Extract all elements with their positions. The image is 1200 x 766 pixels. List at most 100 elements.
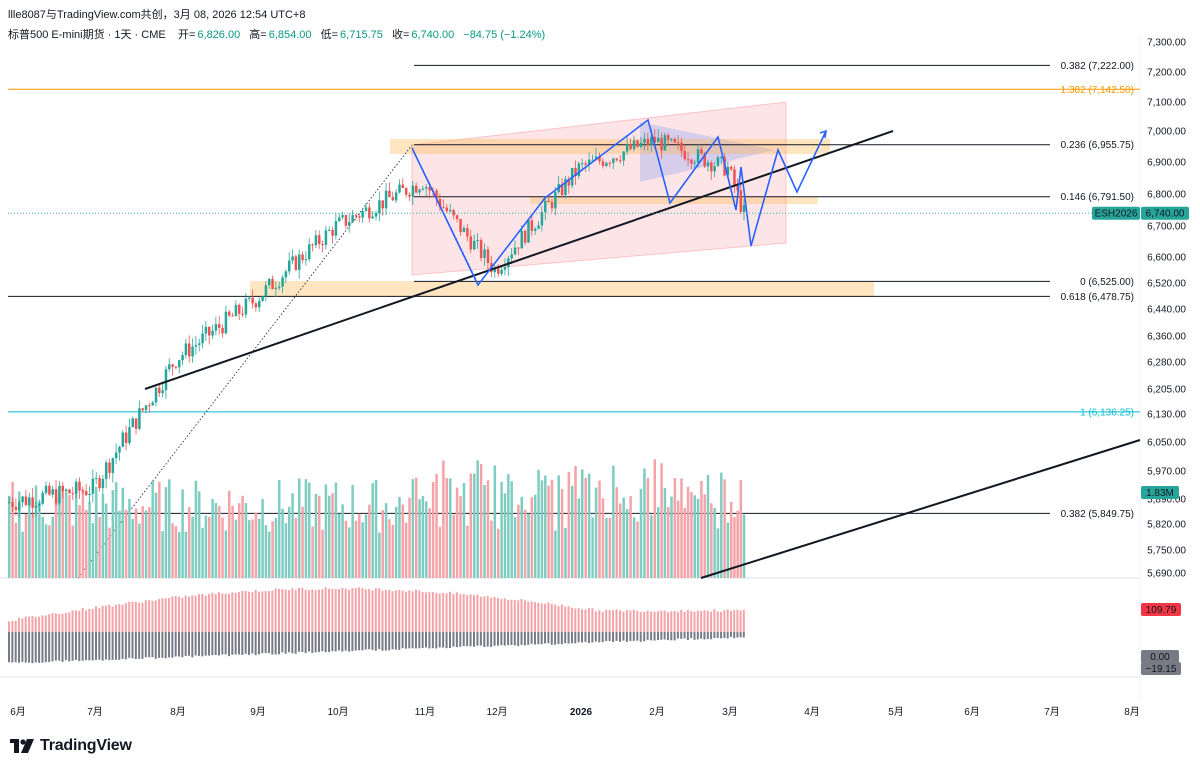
histogram-bar-negative — [258, 632, 260, 655]
histogram-bar-positive — [577, 608, 580, 632]
volume-bar — [449, 478, 452, 578]
histogram-bar-positive — [371, 590, 374, 632]
histogram-bar-positive — [218, 592, 220, 632]
candle-body — [378, 200, 381, 214]
volume-bar — [71, 525, 75, 578]
candle-body — [184, 343, 188, 356]
price-axis-tick: 7,300.00 — [1147, 38, 1186, 49]
volume-bar — [151, 481, 154, 578]
volume-bar — [338, 513, 341, 578]
candle-body — [479, 240, 483, 258]
candle-body — [381, 200, 384, 209]
histogram-bar-negative — [445, 632, 448, 649]
candle-body — [404, 188, 408, 195]
histogram-bar-negative — [184, 632, 187, 656]
volume-bar — [663, 487, 667, 578]
histogram-bar-negative — [41, 632, 44, 663]
volume-bar — [497, 528, 500, 578]
histogram-bar-negative — [101, 632, 104, 661]
candle-body — [733, 169, 736, 187]
histogram-bar-negative — [435, 632, 438, 649]
histogram-bar-positive — [164, 598, 167, 632]
volume-bar — [394, 506, 398, 578]
candle-body — [739, 190, 743, 212]
histogram-bar-negative — [111, 632, 114, 660]
histogram-bar-negative — [540, 632, 543, 645]
histogram-bar-negative — [58, 632, 61, 661]
volume-bar — [455, 487, 459, 578]
volume-bar — [318, 495, 321, 578]
histogram-bar-negative — [421, 632, 424, 649]
long-term-trend-line — [700, 439, 1141, 579]
histogram-bar-negative — [31, 632, 34, 664]
histogram-bar-negative — [261, 632, 264, 654]
time-axis-tick: 6月 — [10, 706, 26, 718]
candle-body — [368, 207, 371, 219]
histogram-bar-negative — [723, 632, 726, 639]
histogram-bar-negative — [564, 632, 567, 644]
candle-body — [581, 163, 584, 165]
volume-bar — [168, 479, 171, 578]
histogram-bar-negative — [726, 632, 729, 639]
volume-bar — [560, 488, 564, 578]
candle-body — [14, 506, 18, 510]
volume-bar — [601, 498, 605, 578]
histogram-bar-negative — [388, 632, 391, 651]
histogram-bar-positive — [411, 591, 414, 632]
histogram-bar-negative — [84, 632, 87, 661]
histogram-bar-positive — [114, 605, 117, 632]
histogram-bar-negative — [81, 632, 84, 661]
candle-body — [74, 481, 78, 494]
candle-body — [61, 485, 65, 492]
volume-bar — [473, 473, 476, 578]
candle-body — [95, 478, 98, 480]
volume-bar — [577, 498, 581, 578]
volume-bar — [34, 485, 38, 578]
volume-bar — [221, 517, 224, 578]
volume-bar — [161, 531, 164, 578]
histogram-bar-positive — [459, 594, 462, 632]
histogram-bar-positive — [466, 595, 469, 632]
histogram-bar-positive — [414, 589, 417, 632]
candle-body — [547, 200, 550, 203]
histogram-bar-negative — [598, 632, 601, 643]
candle-body — [643, 138, 646, 143]
volume-bar — [483, 485, 486, 578]
fib-label-7: 0.382 (5,849.75) — [1061, 509, 1134, 520]
candle-body — [500, 269, 503, 274]
histogram-bar-positive — [615, 609, 618, 632]
histogram-bar-positive — [321, 589, 324, 632]
volume-bar — [58, 494, 61, 578]
wave-pattern-line — [411, 118, 827, 287]
histogram-bar-negative — [431, 632, 434, 649]
histogram-bar-positive — [425, 592, 427, 632]
histogram-bar-positive — [84, 610, 87, 632]
volume-bar — [653, 459, 657, 578]
volume-bar — [331, 493, 334, 578]
histogram-bar-positive — [21, 618, 24, 632]
histogram-bar-negative — [254, 632, 257, 656]
histogram-bar-positive — [68, 612, 71, 632]
histogram-bar-positive — [344, 588, 347, 632]
candle-body — [466, 228, 469, 237]
histogram-bar-positive — [381, 590, 384, 632]
volume-bar — [736, 510, 739, 578]
candle-body — [214, 324, 218, 331]
candle-body — [171, 364, 174, 367]
histogram-bar-positive — [91, 608, 94, 632]
volume-bar — [128, 498, 131, 578]
volume-bar — [670, 496, 673, 578]
histogram-bar-positive — [632, 609, 635, 632]
volume-bar — [81, 489, 85, 578]
volume-bars — [8, 459, 746, 578]
candle-body — [238, 304, 241, 314]
histogram-bar-positive — [74, 610, 77, 632]
candle-body — [191, 346, 194, 357]
histogram-bar-negative — [8, 632, 10, 663]
volume-bar — [625, 509, 629, 578]
volume-bar — [8, 495, 11, 578]
histogram-bar-negative — [71, 632, 74, 661]
histogram-bar-negative — [680, 632, 683, 639]
candle-body — [452, 209, 455, 216]
